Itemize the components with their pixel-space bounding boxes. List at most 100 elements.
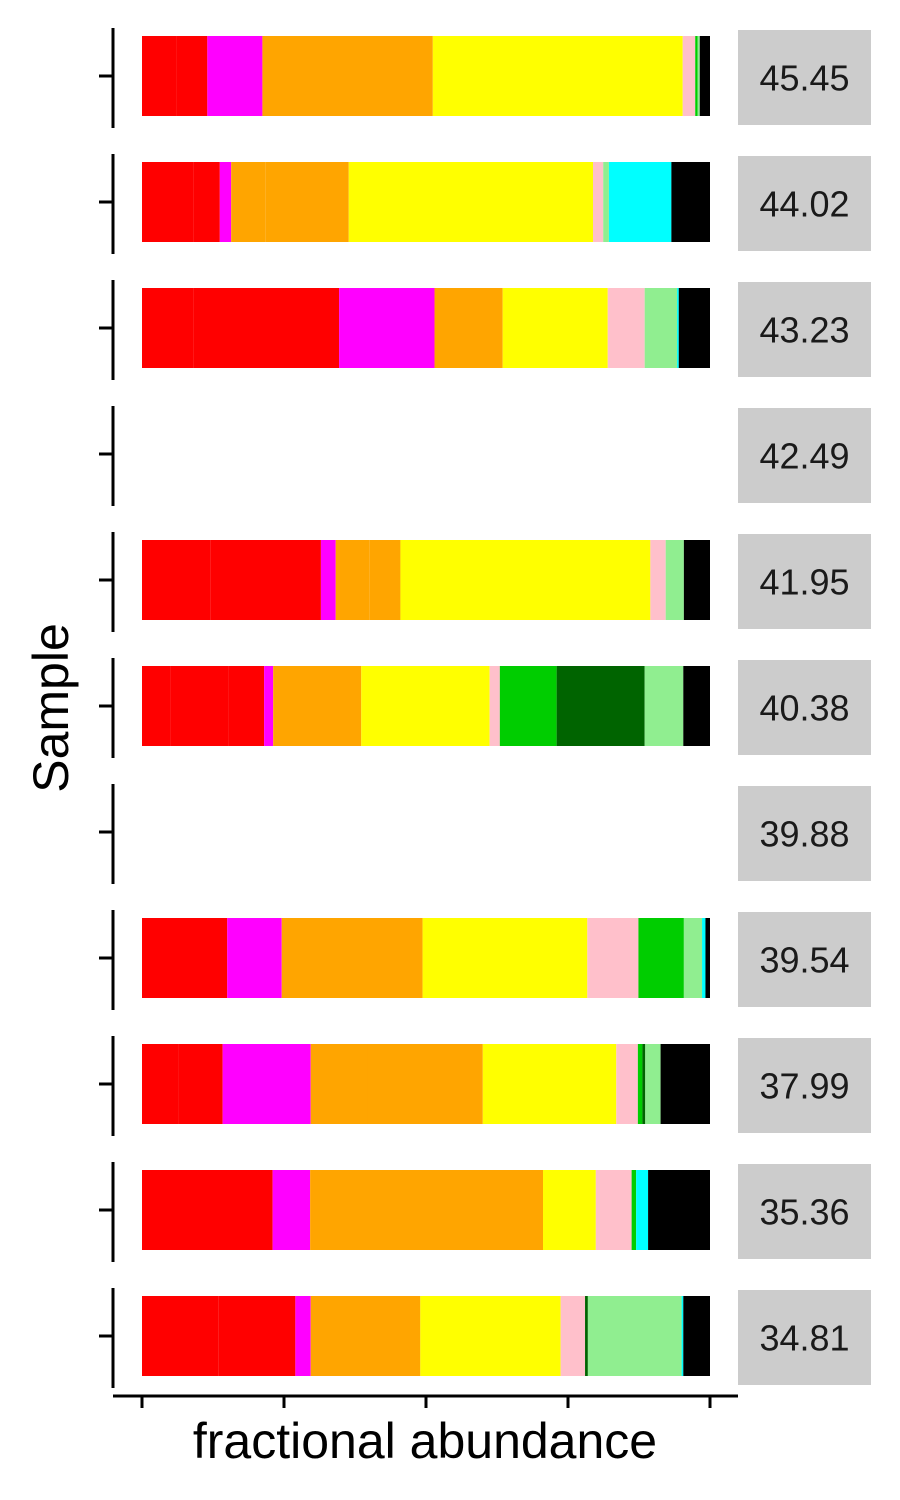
bar-segment bbox=[677, 288, 679, 368]
bar-segment bbox=[683, 1296, 710, 1376]
bar-segment bbox=[631, 1170, 637, 1250]
facet-strip-label: 45.45 bbox=[759, 58, 849, 99]
bar-segment bbox=[142, 918, 228, 998]
facet-strip-label: 35.36 bbox=[759, 1192, 849, 1233]
facet-strip-label: 43.23 bbox=[759, 310, 849, 351]
facet-strip-label: 41.95 bbox=[759, 562, 849, 603]
x-axis bbox=[113, 1394, 738, 1408]
bar-segment bbox=[499, 666, 557, 746]
facet-panel: 42.49 bbox=[99, 406, 871, 506]
bar-segment bbox=[678, 288, 710, 368]
bar-segment bbox=[695, 36, 698, 116]
bar-segment bbox=[585, 1296, 588, 1376]
bar-segment bbox=[644, 288, 678, 368]
bar-segment bbox=[556, 666, 645, 746]
bar-segment bbox=[170, 666, 229, 746]
bar-segment bbox=[699, 36, 710, 116]
bar-segment bbox=[638, 918, 684, 998]
bar-segment bbox=[231, 162, 266, 242]
bar-segment bbox=[595, 1170, 632, 1250]
facet-strip-label: 34.81 bbox=[759, 1318, 849, 1359]
facet-strip-label: 39.54 bbox=[759, 940, 849, 981]
bar-segment bbox=[683, 918, 703, 998]
facet-panel: 39.54 bbox=[99, 910, 871, 1010]
bar-segment bbox=[320, 540, 336, 620]
bar-segment bbox=[637, 1044, 643, 1124]
bar-segment bbox=[683, 666, 710, 746]
bar-segment bbox=[642, 1044, 646, 1124]
bar-segment bbox=[644, 666, 684, 746]
bar-segment bbox=[367, 1044, 483, 1124]
bar-segment bbox=[489, 666, 500, 746]
bar-segment bbox=[400, 540, 651, 620]
bar-segment bbox=[176, 36, 208, 116]
bar-segment bbox=[265, 162, 349, 242]
bar-segment bbox=[142, 162, 194, 242]
bar-segment bbox=[210, 540, 321, 620]
facet-panels: 45.45 44.02 43.23 42.49 41.95 40.38 39.88 39.54… bbox=[99, 28, 871, 1388]
bar-segment bbox=[682, 36, 696, 116]
bar-segment bbox=[648, 1170, 710, 1250]
bar-segment bbox=[227, 918, 282, 998]
bar-segment bbox=[665, 540, 684, 620]
bar-segment bbox=[264, 666, 274, 746]
bar-segment bbox=[705, 918, 710, 998]
facet-panel: 44.02 bbox=[99, 154, 871, 254]
bar-segment bbox=[272, 1170, 311, 1250]
bar-segment bbox=[482, 1044, 617, 1124]
facet-strip bbox=[738, 534, 871, 629]
bar-segment bbox=[434, 288, 503, 368]
facet-strip bbox=[738, 1164, 871, 1259]
bar-segment bbox=[422, 918, 588, 998]
bar-segment bbox=[218, 1296, 296, 1376]
bar-segment bbox=[636, 1170, 649, 1250]
facet-strip bbox=[738, 408, 871, 503]
facet-strip-label: 39.88 bbox=[759, 814, 849, 855]
bar-segment bbox=[650, 540, 666, 620]
bar-segment bbox=[702, 918, 706, 998]
bar-segment bbox=[142, 540, 211, 620]
facet-strip bbox=[738, 156, 871, 251]
facet-strip bbox=[738, 1038, 871, 1133]
bar-segment bbox=[348, 162, 593, 242]
bar-segment bbox=[281, 918, 423, 998]
facet-panel: 34.81 bbox=[99, 1288, 871, 1388]
bar-segment bbox=[193, 288, 340, 368]
facet-panel: 39.88 bbox=[99, 784, 871, 884]
bar-segment bbox=[420, 1296, 561, 1376]
bar-segment bbox=[660, 1044, 710, 1124]
bar-segment bbox=[193, 162, 220, 242]
bar-segment bbox=[219, 162, 232, 242]
bar-segment bbox=[142, 1170, 273, 1250]
bar-segment bbox=[681, 1296, 684, 1376]
facet-panel: 35.36 bbox=[99, 1162, 871, 1262]
bar-segment bbox=[603, 162, 609, 242]
bar-segment bbox=[432, 36, 683, 116]
bar-segment bbox=[295, 1296, 311, 1376]
facet-panel: 37.99 bbox=[99, 1036, 871, 1136]
bar-segment bbox=[616, 1044, 638, 1124]
bar-segment bbox=[207, 36, 263, 116]
bar-segment bbox=[273, 666, 362, 746]
facet-strip-label: 42.49 bbox=[759, 436, 849, 477]
facet-strip bbox=[738, 1290, 871, 1385]
bar-segment bbox=[671, 162, 710, 242]
x-axis-title: fractional abundance bbox=[193, 1413, 657, 1469]
bar-segment bbox=[142, 1044, 179, 1124]
bar-segment bbox=[178, 1044, 223, 1124]
y-axis-title: Sample bbox=[23, 623, 79, 793]
bar-segment bbox=[228, 666, 265, 746]
facet-panel: 45.45 bbox=[99, 28, 871, 128]
bar-segment bbox=[592, 162, 604, 242]
facet-strip-label: 37.99 bbox=[759, 1066, 849, 1107]
bar-segment bbox=[587, 1296, 682, 1376]
facet-panel: 43.23 bbox=[99, 280, 871, 380]
bar-segment bbox=[645, 1044, 661, 1124]
bar-segment bbox=[361, 666, 490, 746]
facet-strip bbox=[738, 282, 871, 377]
bar-segment bbox=[335, 540, 370, 620]
facet-strip-label: 44.02 bbox=[759, 184, 849, 225]
bar-segment bbox=[142, 36, 177, 116]
